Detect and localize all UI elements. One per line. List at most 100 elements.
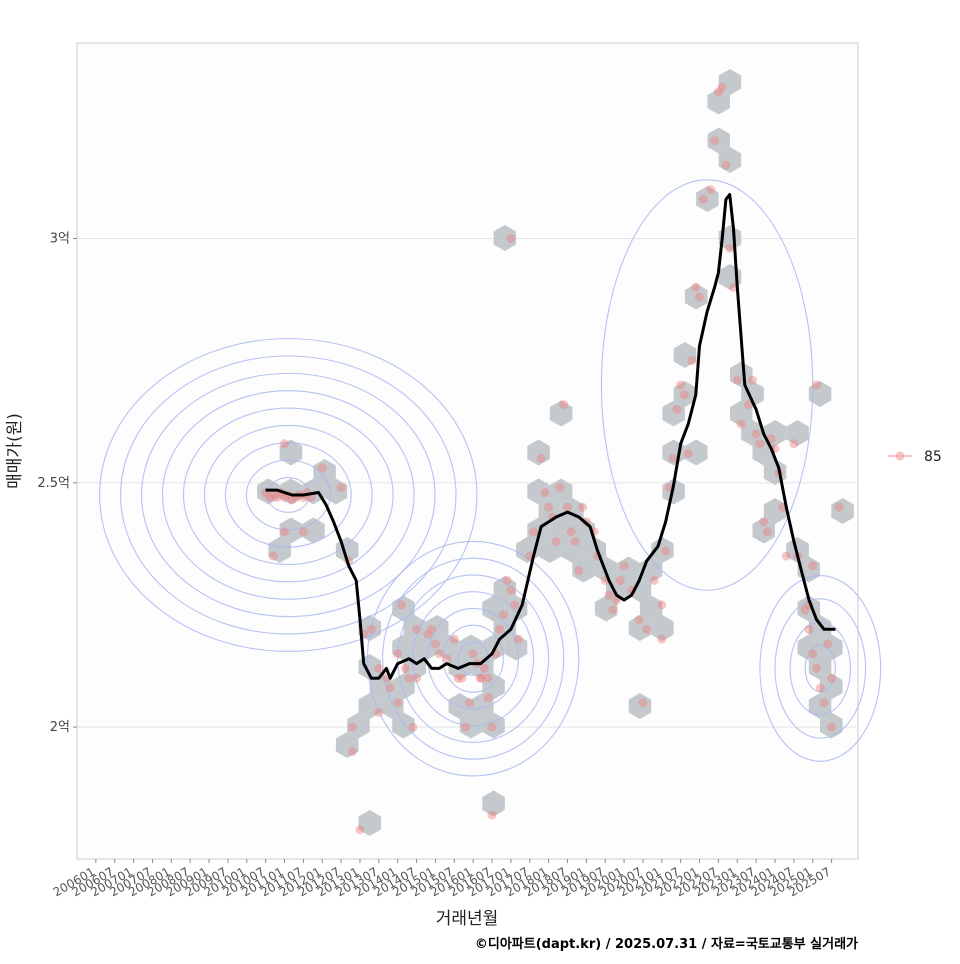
data-point xyxy=(827,673,837,683)
data-point xyxy=(706,185,716,195)
density-contour xyxy=(774,598,867,739)
data-point xyxy=(457,673,467,683)
hexbin-cell xyxy=(561,537,584,563)
hexbin-cell xyxy=(696,186,719,212)
data-point xyxy=(755,439,765,449)
data-point xyxy=(834,502,844,512)
data-point xyxy=(555,483,565,493)
data-point xyxy=(347,722,357,732)
hexbin-cell xyxy=(504,634,528,661)
density-contour xyxy=(245,459,331,531)
data-point xyxy=(430,639,440,649)
data-point xyxy=(479,663,489,673)
legend-label: 85 xyxy=(924,449,942,465)
data-point xyxy=(578,502,588,512)
data-point xyxy=(280,527,290,537)
hexbin-cell xyxy=(639,595,663,622)
hexbin-cell xyxy=(730,361,753,388)
density-contour xyxy=(397,574,550,743)
hexbin-cell xyxy=(358,615,381,641)
caption: ©디아파트(dapt.kr) / 2025.07.31 / 자료=국토교통부 실… xyxy=(475,936,858,952)
data-point xyxy=(280,492,290,502)
hexbin-cell xyxy=(628,693,652,719)
data-point xyxy=(434,649,444,659)
data-point xyxy=(355,825,365,835)
hexbin-cell xyxy=(459,634,483,661)
density-contour xyxy=(412,591,535,727)
data-point xyxy=(559,400,569,410)
hexbin-cell xyxy=(786,420,809,446)
data-point xyxy=(815,683,825,693)
data-point xyxy=(676,380,686,390)
density-contour xyxy=(224,442,352,548)
data-point xyxy=(483,673,493,683)
data-point xyxy=(427,624,437,634)
density-contour xyxy=(382,557,565,760)
density-contour xyxy=(759,575,882,762)
data-point xyxy=(638,698,648,708)
data-point xyxy=(544,502,554,512)
data-point xyxy=(744,400,754,410)
data-point xyxy=(698,194,708,204)
hexbin-cell xyxy=(820,673,843,700)
data-point xyxy=(464,698,474,708)
hexbin-cell xyxy=(673,342,697,368)
data-point xyxy=(264,492,274,502)
hexbin-cell xyxy=(527,439,550,466)
density-contour xyxy=(366,540,580,777)
hexbin-cell xyxy=(369,673,393,700)
data-point xyxy=(495,624,505,634)
hexbin-cell xyxy=(707,127,730,154)
data-point xyxy=(800,605,810,615)
density-contour xyxy=(161,390,415,600)
data-point xyxy=(762,527,772,537)
data-point xyxy=(442,654,452,664)
data-point xyxy=(713,87,723,97)
data-point xyxy=(551,536,561,546)
hexbin-cell xyxy=(335,732,359,758)
data-point xyxy=(487,722,497,732)
hexbin-cell xyxy=(808,381,832,407)
data-point xyxy=(396,600,406,610)
data-point xyxy=(811,380,821,390)
data-point xyxy=(529,527,539,537)
data-point xyxy=(393,649,403,659)
data-point xyxy=(412,624,422,634)
data-point xyxy=(811,663,821,673)
hexbin-cell xyxy=(651,615,674,641)
density-contour xyxy=(182,407,394,583)
density-contour xyxy=(804,644,836,693)
hexbin-cell xyxy=(808,693,832,719)
hexbin-cell xyxy=(684,283,708,310)
data-point xyxy=(570,536,580,546)
data-point xyxy=(717,82,727,92)
hexbin-cell xyxy=(549,478,573,505)
hexbin-cell xyxy=(831,498,854,524)
data-point xyxy=(604,590,614,600)
hexbin-cell xyxy=(448,693,471,719)
y-axis-ticks: 2억 2.5억 3억 xyxy=(37,231,77,735)
data-point xyxy=(657,634,667,644)
hexbin-cell xyxy=(763,420,787,446)
data-point xyxy=(668,453,678,463)
hexbin-cell xyxy=(572,517,595,544)
data-point xyxy=(732,375,742,385)
data-point xyxy=(710,136,720,146)
data-point xyxy=(566,527,576,537)
data-point xyxy=(827,722,837,732)
density-contour xyxy=(99,338,478,652)
density-contour xyxy=(120,355,457,635)
hexbin-cell xyxy=(392,712,415,739)
data-point xyxy=(510,600,520,610)
hexbin-cell xyxy=(628,615,652,641)
hexbin-cell xyxy=(482,790,505,817)
data-point xyxy=(268,490,278,500)
hexbin-cell xyxy=(594,595,618,622)
data-point xyxy=(781,551,791,561)
data-point xyxy=(736,419,746,429)
data-point xyxy=(789,439,799,449)
data-point xyxy=(393,698,403,708)
hexbin-cell xyxy=(797,634,820,661)
